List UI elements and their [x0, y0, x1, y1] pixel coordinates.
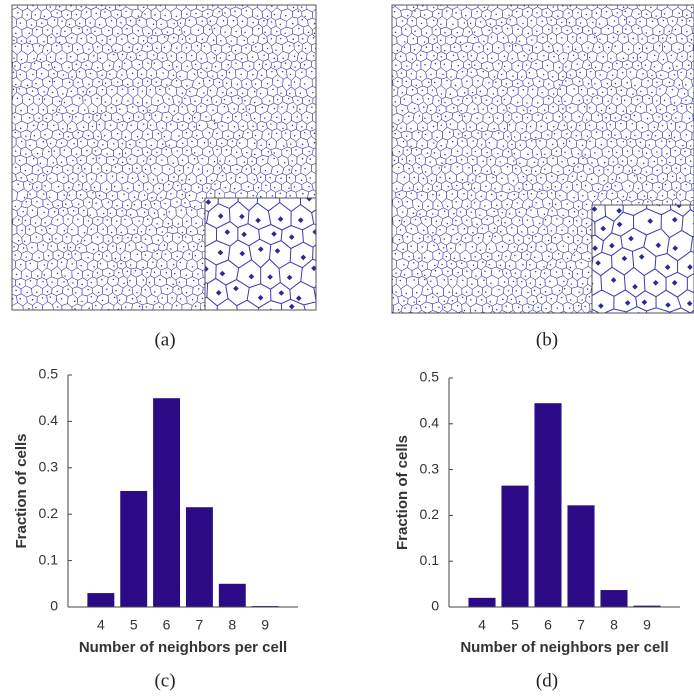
- y-axis-label: Fraction of cells: [13, 433, 30, 548]
- bar: [185, 507, 213, 607]
- y-tick-label: 0: [431, 598, 439, 614]
- x-tick-label: 4: [478, 617, 486, 633]
- x-tick-label: 6: [163, 617, 171, 633]
- x-tick-label: 6: [544, 617, 552, 633]
- tile-frame: [591, 204, 694, 314]
- tessellation: [205, 198, 316, 310]
- bar: [600, 590, 628, 607]
- y-tick-label: 0.3: [420, 460, 440, 476]
- tessellation: [592, 205, 694, 313]
- y-tick-label: 0.4: [39, 412, 59, 428]
- cell-edges: [592, 205, 694, 313]
- bar: [501, 485, 529, 607]
- x-tick-label: 5: [511, 617, 519, 633]
- bar: [567, 505, 595, 607]
- bar: [87, 593, 115, 607]
- x-tick-label: 9: [643, 617, 651, 633]
- tessellations: [11, 4, 694, 314]
- tile-background: [592, 205, 694, 313]
- x-tick-label: 7: [577, 617, 585, 633]
- tile-frame: [204, 197, 317, 311]
- cell-centers: [205, 198, 316, 310]
- x-axis-label: Number of neighbors per cell: [79, 639, 287, 656]
- x-tick-label: 5: [130, 617, 138, 633]
- cell-edges: [12, 5, 316, 310]
- y-tick-label: 0.2: [420, 506, 440, 522]
- y-tick-label: 0.1: [39, 551, 59, 567]
- bar: [153, 398, 181, 607]
- y-tick-label: 0.3: [39, 459, 59, 475]
- panel-label: (d): [536, 670, 558, 691]
- bar: [633, 605, 661, 607]
- y-tick-label: 0.1: [420, 552, 440, 568]
- bar: [218, 583, 246, 607]
- x-axis-label: Number of neighbors per cell: [460, 639, 668, 656]
- x-tick-label: 7: [196, 617, 204, 633]
- bar: [468, 597, 496, 607]
- panel-label: (a): [154, 329, 175, 350]
- tile-frame: [391, 4, 694, 314]
- x-tick-label: 8: [610, 617, 618, 633]
- tile-background: [205, 198, 316, 310]
- tile-frame: [11, 4, 317, 311]
- y-tick-label: 0.2: [39, 505, 59, 521]
- y-axis-label: Fraction of cells: [394, 435, 411, 550]
- x-tick-label: 4: [97, 617, 105, 633]
- panel-label: (c): [154, 670, 175, 691]
- y-tick-label: 0.5: [39, 366, 59, 382]
- bar: [534, 403, 562, 607]
- x-tick-label: 8: [228, 617, 236, 633]
- x-tick-label: 9: [261, 617, 269, 633]
- y-tick-label: 0.5: [420, 369, 440, 385]
- bar: [120, 491, 148, 607]
- panel-label: (b): [536, 329, 558, 350]
- y-tick-label: 0: [50, 598, 58, 614]
- cell-edges: [205, 198, 316, 310]
- y-tick-label: 0.4: [420, 415, 440, 431]
